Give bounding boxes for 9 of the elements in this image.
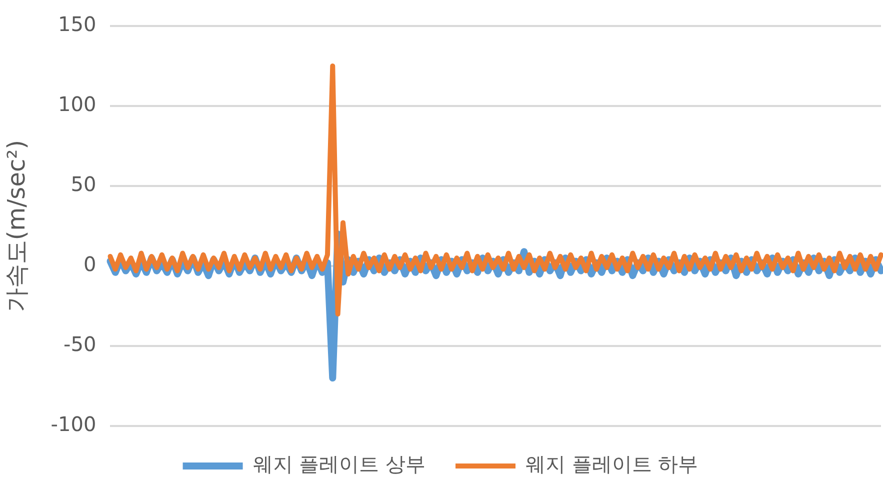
y-axis-title: 가속도(m/sec²) <box>2 140 31 312</box>
y-tick-label: 150 <box>58 12 96 36</box>
legend-label: 웨지 플레이트 하부 <box>526 452 698 476</box>
y-tick-label: 50 <box>70 172 96 196</box>
y-tick-label: 0 <box>83 252 96 276</box>
y-tick-label: -100 <box>50 412 96 436</box>
y-tick-label: 100 <box>58 92 96 116</box>
y-tick-label: -50 <box>64 332 96 356</box>
legend-label: 웨지 플레이트 상부 <box>252 452 426 476</box>
